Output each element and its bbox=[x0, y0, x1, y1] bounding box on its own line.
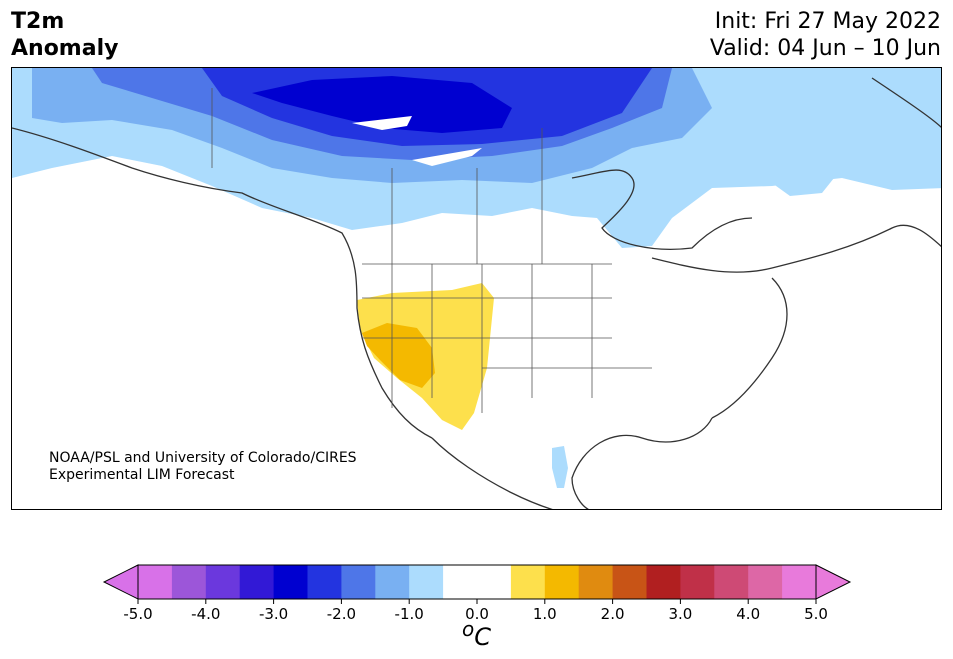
credit-text: NOAA/PSL and University of Colorado/CIRE… bbox=[49, 450, 357, 484]
colorbar-tick-label: 3.0 bbox=[668, 605, 692, 623]
forecast-dates: Init: Fri 27 May 2022 Valid: 04 Jun – 10… bbox=[710, 8, 941, 62]
colorbar-cell bbox=[138, 565, 173, 599]
colorbar-tick-label: 0.0 bbox=[465, 605, 489, 623]
colorbar-tick-label: -5.0 bbox=[123, 605, 152, 623]
title-line-1: T2m bbox=[11, 9, 65, 34]
colorbar-cell bbox=[680, 565, 715, 599]
credit-line-2: Experimental LIM Forecast bbox=[49, 467, 235, 483]
colorbar-over-arrow bbox=[815, 564, 852, 600]
colorbar-tick-label: 1.0 bbox=[533, 605, 557, 623]
unit-letter: C bbox=[474, 623, 491, 651]
map-canvas bbox=[12, 68, 941, 509]
colorbar-tick-label: 4.0 bbox=[736, 605, 760, 623]
colorbar-cell bbox=[239, 565, 275, 599]
colorbar-ticks: -5.0 -4.0 -3.0 -2.0 -1.0 0.0 1.0 2.0 3.0 4.0 5.0 bbox=[123, 599, 828, 623]
colorbar-cell bbox=[341, 565, 376, 599]
coastlines bbox=[12, 77, 941, 509]
colorbar-cell bbox=[748, 565, 783, 599]
colorbar-cell bbox=[171, 565, 207, 599]
colorbar-tick-label: 2.0 bbox=[601, 605, 625, 623]
great-slave-lake bbox=[412, 148, 482, 166]
colorbar-cells bbox=[138, 565, 817, 599]
colorbar-cell bbox=[375, 565, 410, 599]
colorbar-cell bbox=[782, 565, 817, 599]
colorbar-cell bbox=[205, 565, 241, 599]
valid-range: Valid: 04 Jun – 10 Jun bbox=[709, 36, 941, 61]
colorbar-under-arrow bbox=[102, 564, 139, 600]
colorbar-cell bbox=[510, 565, 546, 599]
great-bear-lake bbox=[352, 116, 412, 130]
colorbar-cell bbox=[646, 565, 681, 599]
colorbar-tick-label: 5.0 bbox=[804, 605, 828, 623]
colorbar-cell bbox=[307, 565, 342, 599]
colorbar-cell bbox=[714, 565, 749, 599]
colorbar-cell bbox=[544, 565, 580, 599]
colorbar-tick-label: -2.0 bbox=[327, 605, 356, 623]
colorbar-cell bbox=[477, 565, 512, 599]
colorbar: -5.0 -4.0 -3.0 -2.0 -1.0 0.0 1.0 2.0 3.0 4.0 5.0 bbox=[102, 564, 852, 623]
anomaly-band-deep-blue bbox=[252, 76, 512, 133]
unit-degree: o bbox=[461, 617, 475, 641]
init-date: Init: Fri 27 May 2022 bbox=[714, 9, 941, 34]
colorbar-cell bbox=[273, 565, 308, 599]
colorbar-tick-label: -1.0 bbox=[395, 605, 424, 623]
map-title: T2m Anomaly bbox=[11, 8, 118, 62]
anomaly-map bbox=[11, 67, 942, 510]
colorbar-cell bbox=[443, 565, 478, 599]
title-line-2: Anomaly bbox=[11, 36, 119, 61]
anomaly-band-cyan-east bbox=[772, 158, 834, 196]
colorbar-tick-label: -3.0 bbox=[259, 605, 288, 623]
colorbar-cell bbox=[578, 565, 614, 599]
political-borders bbox=[211, 88, 652, 413]
anomaly-band-cool-spot bbox=[552, 446, 568, 488]
colorbar-tick-label: -4.0 bbox=[191, 605, 220, 623]
colorbar-cell bbox=[612, 565, 647, 599]
anomaly-band-orange-yellow bbox=[362, 323, 435, 388]
colorbar-cell bbox=[409, 565, 444, 599]
credit-line-1: NOAA/PSL and University of Colorado/CIRE… bbox=[49, 450, 357, 466]
colorbar-unit: oC bbox=[0, 617, 953, 651]
